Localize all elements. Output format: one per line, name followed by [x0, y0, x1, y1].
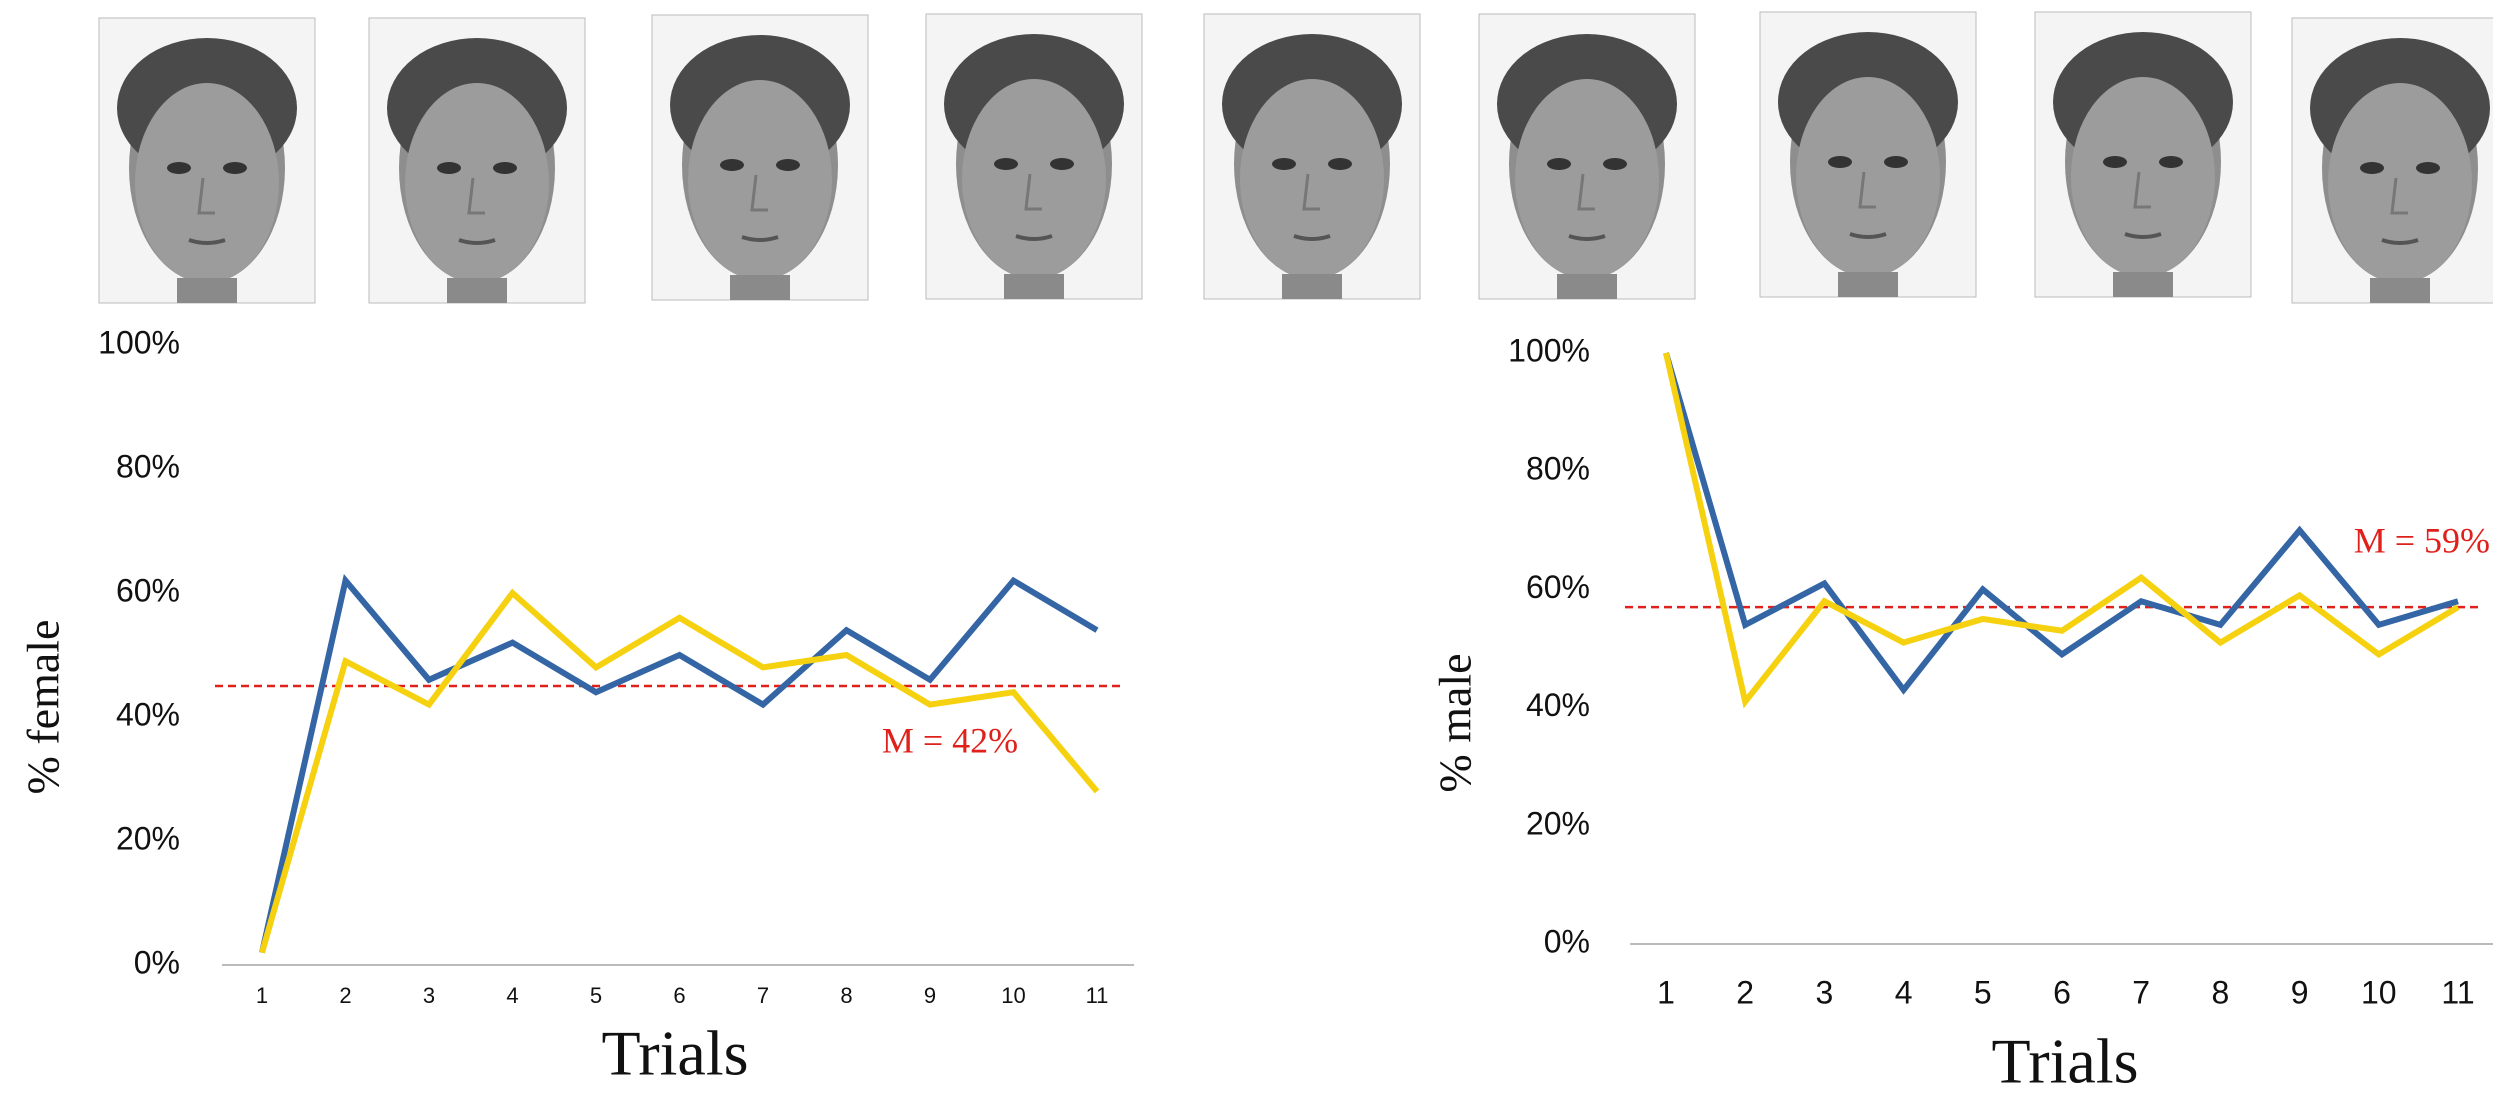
face-image	[1479, 14, 1695, 299]
y-tick-label: 0%	[1544, 923, 1590, 959]
y-tick-label: 100%	[1508, 332, 1590, 368]
x-tick-label: 7	[2132, 974, 2150, 1010]
x-tick-label: 5	[1974, 974, 1992, 1010]
x-tick-label: 2	[1736, 974, 1754, 1010]
face-image	[926, 14, 1142, 299]
y-tick-label: 40%	[1526, 687, 1590, 723]
y-tick-label: 20%	[116, 820, 180, 856]
x-tick-label: 11	[1086, 983, 1109, 1008]
y-tick-label: 100%	[98, 324, 180, 360]
x-tick-label: 8	[840, 983, 852, 1008]
y-tick-label: 20%	[1526, 805, 1590, 841]
face-image	[2292, 18, 2493, 303]
x-tick-label: 3	[1816, 974, 1834, 1010]
series-line	[262, 581, 1097, 953]
x-tick-label: 5	[590, 983, 602, 1008]
face-image	[369, 18, 585, 303]
x-tick-label: 3	[423, 983, 435, 1008]
figure: 0%20%40%60%80%100%1234567891011M = 42%% …	[0, 0, 2493, 1097]
face-image	[1204, 14, 1420, 299]
y-tick-label: 60%	[116, 572, 180, 608]
face-image	[652, 15, 868, 300]
x-tick-label: 4	[506, 983, 518, 1008]
x-axis-title: Trials	[1991, 1026, 2138, 1097]
x-tick-label: 9	[2291, 974, 2309, 1010]
face-image	[99, 18, 315, 303]
x-tick-label: 7	[757, 983, 769, 1008]
series-line	[1666, 353, 2458, 690]
x-tick-label: 10	[1001, 983, 1025, 1008]
y-axis-title: % female	[18, 620, 69, 795]
x-tick-label: 1	[1657, 974, 1675, 1010]
x-tick-label: 8	[2212, 974, 2230, 1010]
y-tick-label: 0%	[134, 944, 180, 980]
series-line	[262, 593, 1097, 953]
x-axis-title: Trials	[601, 1018, 748, 1089]
x-tick-label: 4	[1895, 974, 1913, 1010]
x-tick-label: 9	[924, 983, 936, 1008]
face-image	[1760, 12, 1976, 297]
x-tick-label: 10	[2361, 974, 2397, 1010]
y-axis-title: % male	[1430, 653, 1481, 792]
face-image	[2035, 12, 2251, 297]
series-line	[1666, 353, 2458, 702]
face-stimuli	[99, 12, 2493, 303]
x-tick-label: 6	[2053, 974, 2071, 1010]
y-tick-label: 40%	[116, 696, 180, 732]
mean-annotation: M = 42%	[882, 720, 1018, 760]
y-tick-label: 80%	[116, 448, 180, 484]
x-tick-label: 1	[256, 983, 268, 1008]
x-tick-label: 2	[339, 983, 351, 1008]
y-tick-label: 60%	[1526, 569, 1590, 605]
x-tick-label: 6	[673, 983, 685, 1008]
x-tick-label: 11	[2441, 974, 2474, 1010]
mean-annotation: M = 59%	[2354, 520, 2490, 560]
y-tick-label: 80%	[1526, 451, 1590, 487]
